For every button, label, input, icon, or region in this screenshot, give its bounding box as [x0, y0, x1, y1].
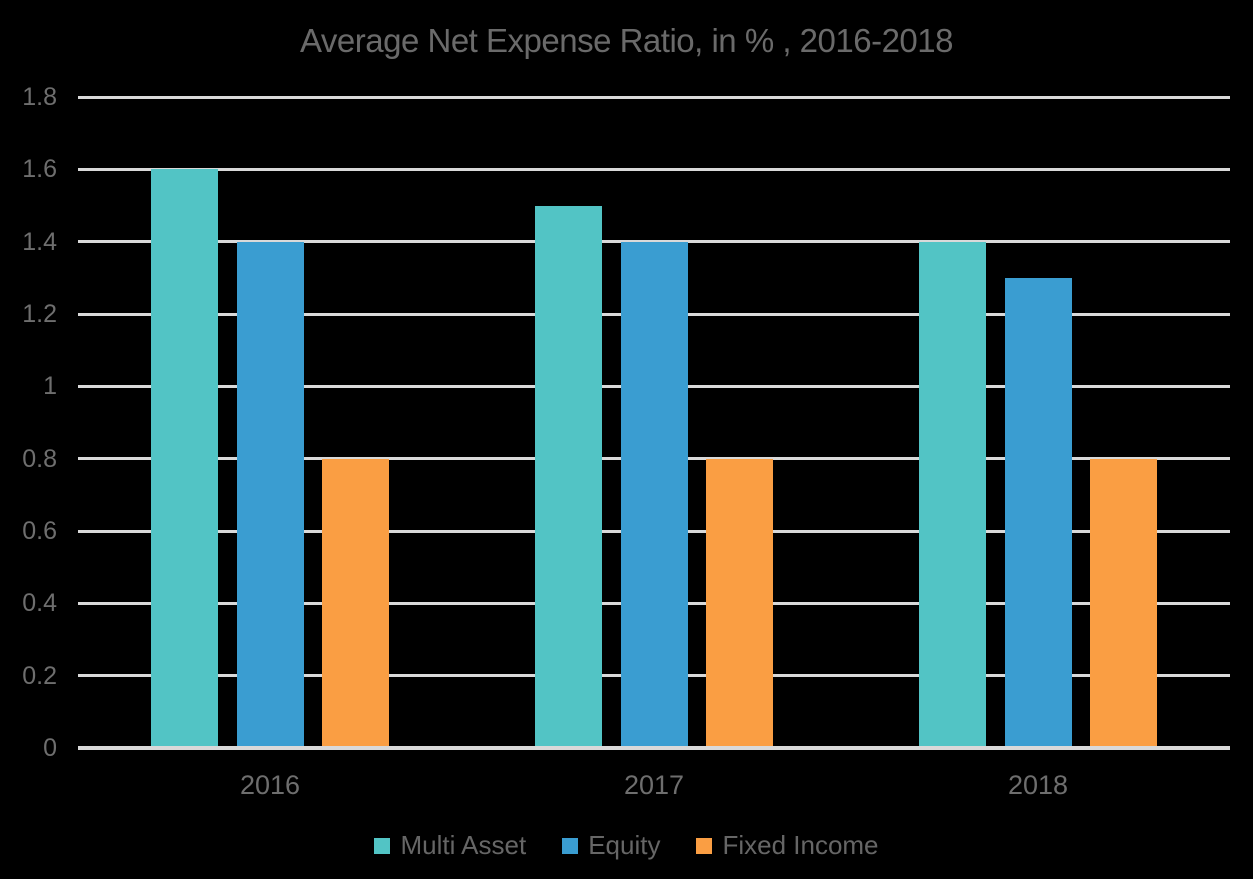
gridline	[78, 167, 1230, 171]
y-axis-tick-label: 1.8	[22, 83, 57, 111]
y-axis-tick-label: 0	[43, 734, 57, 762]
chart-title: Average Net Expense Ratio, in % , 2016-2…	[300, 22, 954, 59]
x-axis-label-2016: 2016	[239, 770, 301, 800]
bar-equity-2016	[236, 241, 304, 748]
legend-item-equity: Equity	[562, 830, 660, 861]
legend-label: Multi Asset	[400, 830, 527, 860]
legend-color-swatch-icon	[562, 837, 579, 854]
bar-equity-2017	[620, 241, 688, 748]
bar-multi-asset-2017	[535, 205, 602, 748]
y-axis-tick-label: 1.2	[22, 300, 57, 328]
y-axis-tick-label: 1.6	[22, 155, 57, 184]
gridline	[78, 95, 1230, 99]
x-axis-label-2018: 2018	[1007, 770, 1069, 800]
y-axis-tick-label: 1.4	[22, 227, 57, 256]
legend-label: Equity	[588, 830, 661, 860]
bar-equity-2018	[1004, 277, 1072, 748]
x-axis-line	[78, 746, 1230, 750]
bar-multi-asset-2018	[919, 241, 986, 748]
bar-multi-asset-2016	[151, 169, 218, 748]
legend-color-swatch-icon	[696, 837, 713, 854]
legend-color-swatch-icon	[374, 837, 391, 854]
bar-fixed-income-2018	[1090, 458, 1157, 748]
y-axis-tick-label: 0.4	[22, 589, 57, 618]
legend-item-fixed-income: Fixed Income	[696, 830, 879, 861]
y-axis-tick-label: 0.6	[22, 517, 57, 545]
legend-item-multi-asset: Multi Asset	[374, 830, 526, 861]
y-axis-tick-label: 0.2	[22, 661, 57, 690]
legend-label: Fixed Income	[722, 830, 879, 860]
y-axis-tick-label: 1	[43, 372, 57, 401]
x-axis-label-2017: 2017	[623, 770, 685, 800]
legend: Multi Asset Equity Fixed Income	[0, 830, 1253, 861]
y-axis-tick-label: 0.8	[22, 444, 57, 473]
bar-fixed-income-2017	[706, 458, 773, 748]
bar-fixed-income-2016	[322, 458, 389, 748]
